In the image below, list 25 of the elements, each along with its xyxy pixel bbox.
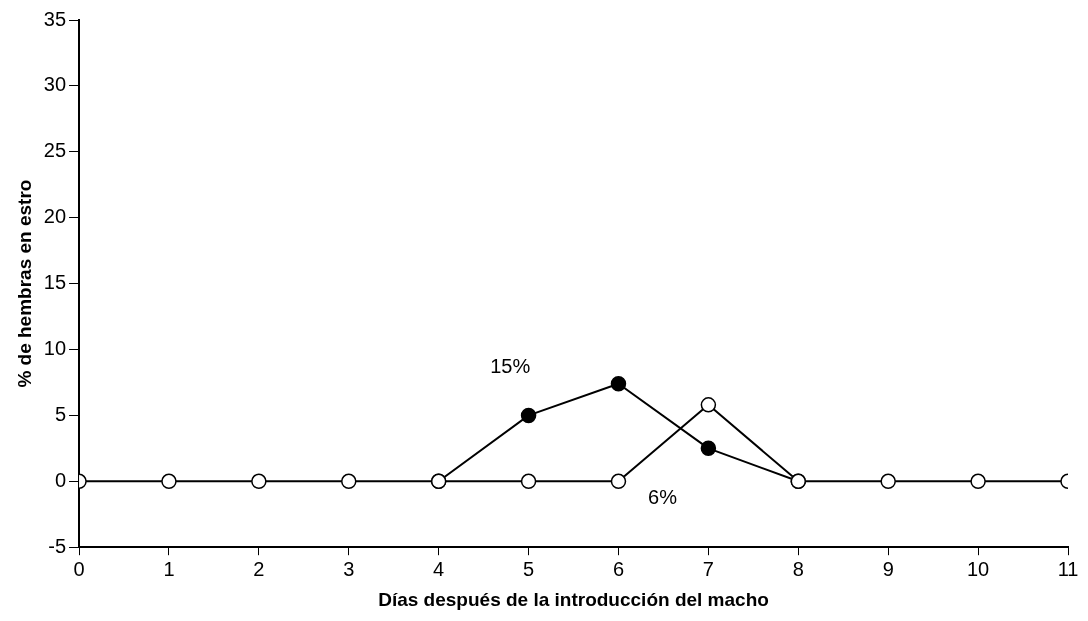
y-tick-label: 30: [43, 73, 67, 96]
y-tick-label: 15: [43, 271, 67, 294]
x-tick-label: 9: [882, 557, 894, 580]
y-tick-label: 0: [54, 468, 67, 491]
y-tick-label: 5: [54, 402, 67, 425]
y-tick-label: 25: [43, 139, 67, 162]
x-tick-label: 4: [433, 557, 445, 580]
y-tick-label: 20: [43, 205, 67, 228]
x-tick-label: 5: [523, 557, 535, 580]
x-tick-label: 6: [612, 557, 625, 580]
y-tick-label: 35: [43, 7, 67, 30]
x-axis-title: Días después de la introducción del macho: [378, 588, 769, 610]
x-tick-label: 8: [792, 557, 804, 580]
annotation: 15%: [490, 355, 531, 378]
y-tick-label: -5: [48, 534, 67, 557]
x-tick-label: 11: [1057, 557, 1079, 580]
x-tick-label: 10: [966, 557, 990, 580]
x-tick-label: 0: [73, 557, 85, 580]
y-axis-title: % de hembras en estro: [13, 179, 35, 388]
x-tick-label: 7: [702, 557, 714, 580]
y-tick-label: 10: [43, 337, 67, 360]
annotation: 6%: [648, 485, 678, 508]
x-tick-label: 2: [253, 557, 265, 580]
x-tick-label: 3: [343, 557, 355, 580]
x-tick-label: 1: [163, 557, 175, 580]
